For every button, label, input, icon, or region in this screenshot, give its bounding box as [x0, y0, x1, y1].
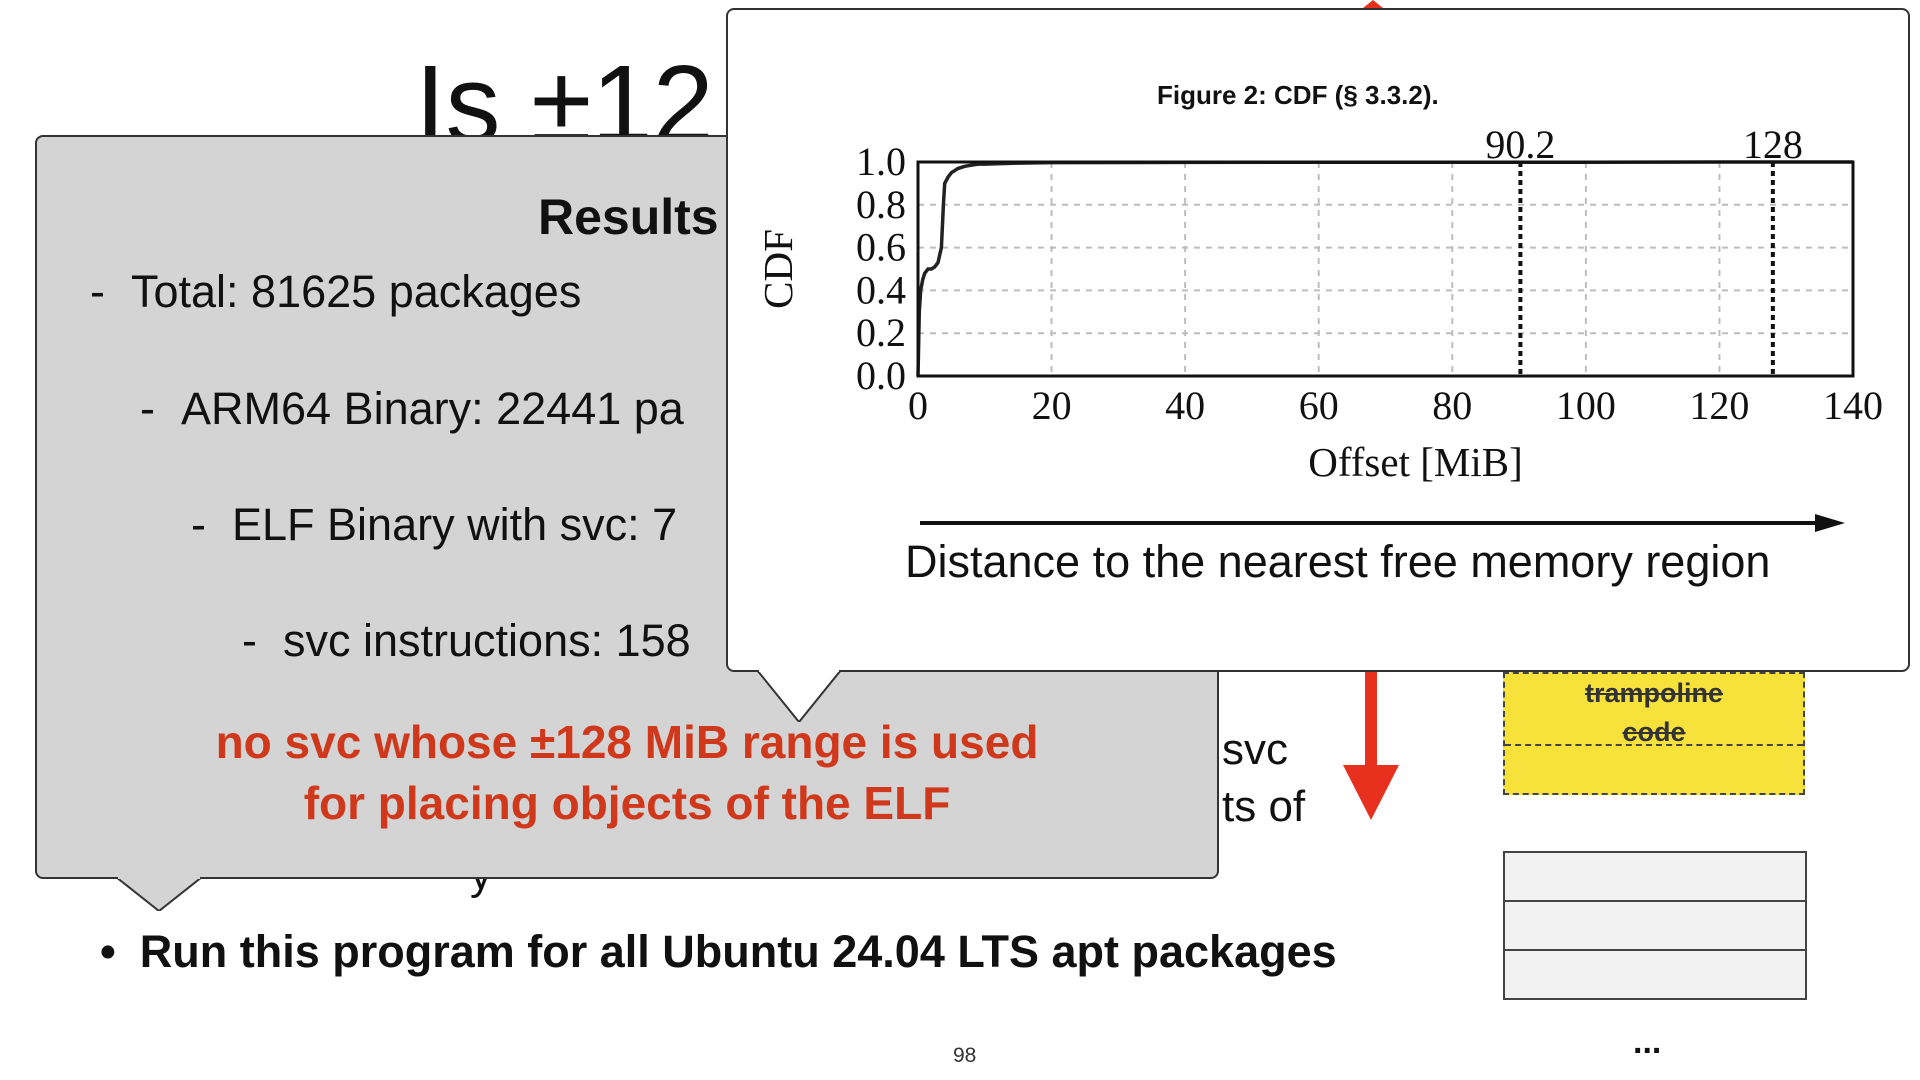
results-line-elf: - ELF Binary with svc: 7 [191, 499, 677, 551]
results-line-text: ELF Binary with svc: 7 [232, 499, 678, 550]
results-line-arm64: - ARM64 Binary: 22441 pa [140, 383, 684, 435]
memory-cell [1503, 900, 1807, 951]
results-line-svc: - svc instructions: 158 [242, 615, 691, 667]
figure-callout-tail [757, 670, 841, 722]
y-tick-label: 0.4 [856, 267, 906, 312]
main-bullet-text: Run this program for all Ubuntu 24.04 LT… [139, 926, 1337, 977]
figure-callout [726, 8, 1910, 672]
x-tick-label: 120 [1689, 383, 1749, 428]
slide-fragment-svc: svc [1222, 725, 1288, 774]
results-conclusion: no svc whose ±128 MiB range is used for … [35, 712, 1219, 834]
conclusion-line-1: no svc whose ±128 MiB range is used [215, 716, 1039, 768]
dash: - [191, 499, 206, 550]
ellipsis: ... [1633, 1023, 1662, 1061]
trampoline-divider [1505, 744, 1803, 746]
code-label: code [1622, 717, 1686, 747]
results-heading: Results [538, 189, 719, 245]
distance-arrow [920, 514, 1845, 532]
memory-cell [1503, 851, 1807, 902]
y-tick-label: 0.6 [856, 225, 906, 270]
x-tick-label: 0 [908, 383, 928, 428]
dash: - [140, 383, 155, 434]
x-axis-label: Offset [MiB] [1308, 439, 1522, 485]
red-arrow-head [1343, 765, 1399, 820]
cdf-series-line [916, 160, 1853, 377]
dash: - [90, 266, 105, 317]
plot-frame [916, 160, 1855, 378]
distance-label: Distance to the nearest free memory regi… [905, 536, 1771, 587]
main-bullet: • Run this program for all Ubuntu 24.04 L… [100, 926, 1337, 978]
trampoline-code-box: trampoline code [1503, 672, 1805, 795]
y-tick-label: 0.0 [856, 353, 906, 398]
memory-cell [1503, 949, 1807, 1000]
x-tick-label: 60 [1299, 383, 1339, 428]
results-line-text: svc instructions: 158 [283, 615, 691, 666]
x-tick-label: 140 [1823, 383, 1883, 428]
conclusion-line-2: for placing objects of the ELF [303, 777, 951, 829]
dash: - [242, 615, 257, 666]
red-down-arrow [1343, 670, 1399, 820]
y-tick-label: 1.0 [856, 139, 906, 184]
results-callout-tail [116, 877, 202, 911]
y-axis-label: CDF [760, 229, 801, 309]
x-tick-label: 20 [1032, 383, 1072, 428]
slide-fragment-ts-of: ts of [1222, 782, 1306, 831]
reference-label: 128 [1743, 122, 1803, 167]
reference-label: 90.2 [1485, 122, 1555, 167]
y-tick-label: 0.8 [856, 182, 906, 227]
results-line-text: ARM64 Binary: 22441 pa [181, 383, 684, 434]
red-arrow-shaft [1365, 670, 1377, 770]
y-tick-label: 0.2 [856, 310, 906, 355]
page-number: 98 [953, 1044, 977, 1067]
distance-arrow-head [1815, 514, 1845, 532]
results-line-text: Total: 81625 packages [131, 266, 582, 317]
bullet-symbol: • [100, 926, 116, 977]
memory-stack [1503, 851, 1807, 1000]
x-tick-label: 80 [1432, 383, 1472, 428]
cdf-chart: 90.2 128 0 20 40 60 80 100 120 140 0.00.20.40.60.8… [760, 122, 1883, 485]
results-line-total: - Total: 81625 packages [90, 266, 581, 318]
x-tick-label: 40 [1165, 383, 1205, 428]
figure-caption: Figure 2: CDF (§ 3.3.2). [1157, 80, 1439, 110]
trampoline-label: trampoline [1584, 678, 1724, 708]
x-tick-label: 100 [1556, 383, 1616, 428]
